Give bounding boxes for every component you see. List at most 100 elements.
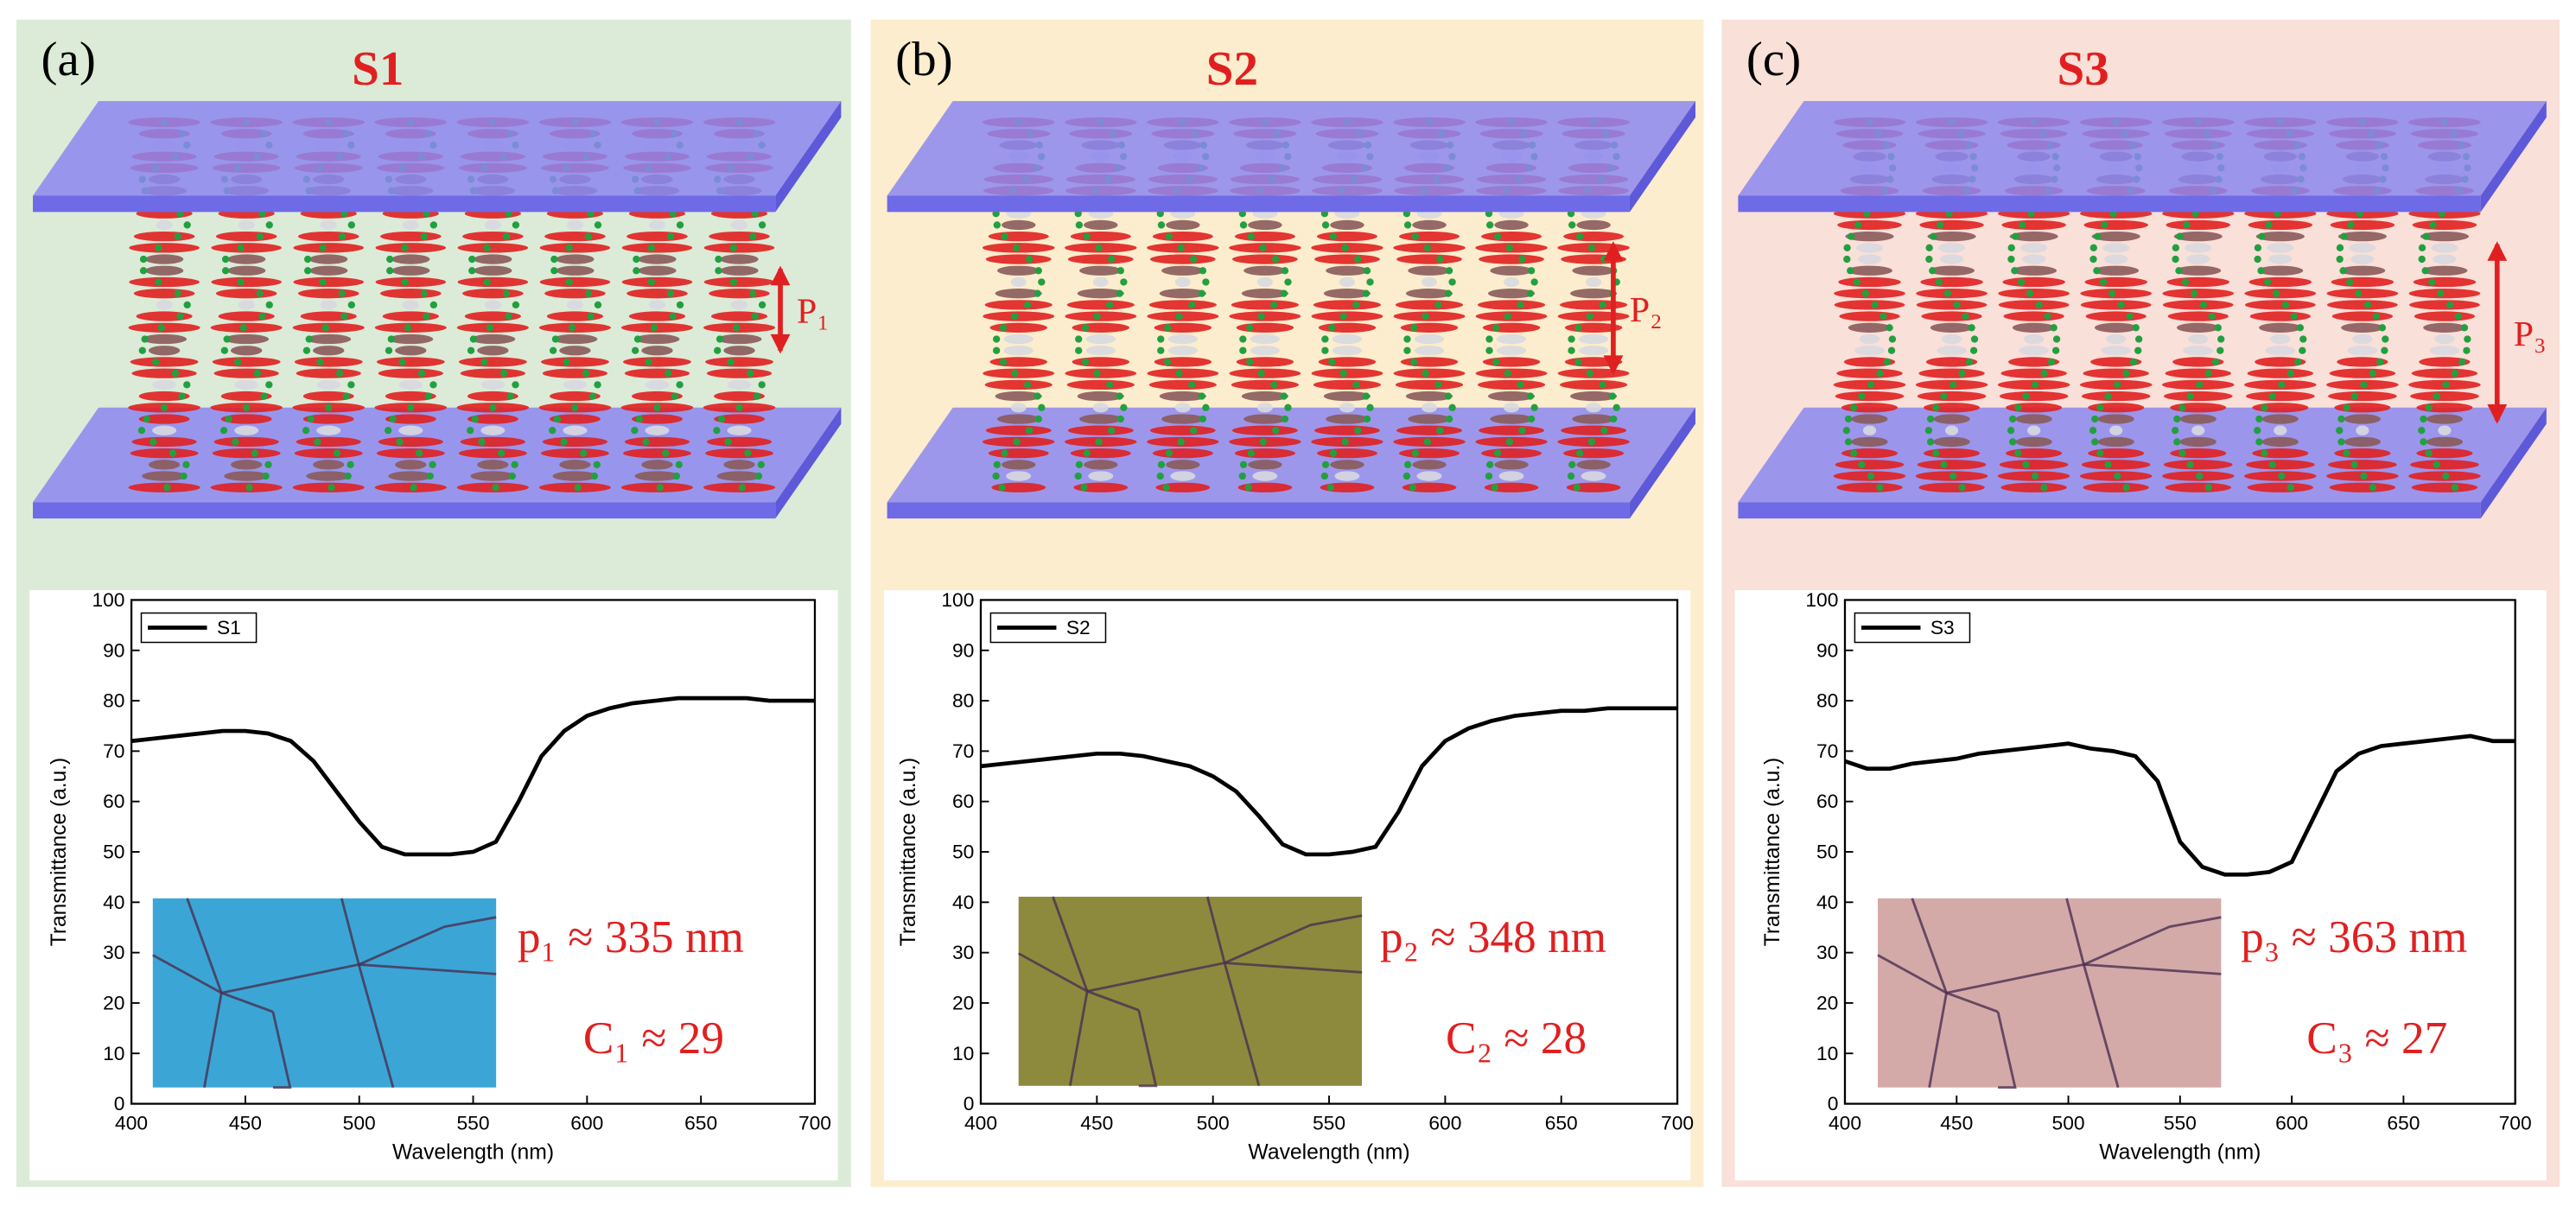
- lc-molecule: [1941, 333, 1962, 345]
- lc-molecule: [464, 311, 521, 321]
- lc-molecule: [2015, 436, 2052, 448]
- lc-molecule: [212, 357, 281, 367]
- helix-dot: [549, 346, 557, 354]
- substrate: [33, 101, 842, 196]
- panel-title: S2: [1206, 41, 1258, 96]
- helix-dot: [183, 221, 191, 229]
- helix-dot: [1034, 415, 1042, 423]
- helix-dot: [550, 255, 558, 264]
- lc-molecule: [402, 300, 420, 310]
- helix-dot: [2360, 381, 2368, 389]
- lc-molecule: [2020, 243, 2048, 253]
- lc-molecule: [709, 231, 770, 242]
- helix-dot: [1363, 267, 1371, 275]
- x-tick-label: 600: [1428, 1112, 1461, 1134]
- helix-dot: [1093, 369, 1101, 378]
- helix-dot: [1883, 358, 1892, 366]
- helix-dot: [2104, 392, 2112, 400]
- chart-bg: [29, 590, 838, 1181]
- y-tick-label: 10: [1816, 1042, 1838, 1064]
- lc-molecule: [1570, 391, 1618, 402]
- helix-dot: [2451, 484, 2459, 492]
- lc-molecule: [2101, 346, 2132, 356]
- lc-molecule: [1334, 471, 1360, 481]
- helix-dot: [676, 301, 684, 309]
- helix-dot: [1422, 369, 1429, 378]
- helix-dot: [2442, 381, 2450, 389]
- helix-dot: [139, 255, 148, 264]
- helix-dot: [1924, 427, 1933, 435]
- lc-molecule: [2329, 368, 2396, 378]
- lc-molecule: [458, 448, 527, 459]
- helix-dot: [2008, 438, 2017, 446]
- lc-molecule: [138, 414, 190, 424]
- helix-dot: [2114, 381, 2121, 389]
- helix-dot: [1163, 358, 1172, 366]
- lc-molecule: [559, 346, 591, 356]
- helix-dot: [1867, 381, 1875, 389]
- lc-molecule: [1077, 391, 1124, 402]
- helix-dot: [2369, 484, 2376, 492]
- helix-dot: [1025, 255, 1034, 264]
- lc-molecule: [2265, 346, 2296, 356]
- lc-molecule: [1490, 265, 1533, 276]
- helix-dot: [2017, 278, 2026, 286]
- helix-dot: [1257, 369, 1265, 378]
- lc-molecule: [2413, 276, 2477, 288]
- pitch-value: p₁ ≈ 335 nm: [518, 912, 744, 962]
- y-tick-label: 0: [1828, 1092, 1839, 1115]
- helix-dot: [319, 244, 327, 251]
- lc-molecule: [566, 300, 584, 310]
- lc-molecule: [212, 448, 281, 459]
- lc-molecule: [1161, 265, 1205, 276]
- lc-molecule: [2261, 414, 2299, 424]
- lc-molecule: [1311, 311, 1383, 321]
- lc-molecule: [2328, 460, 2397, 470]
- lc-molecule: [2255, 357, 2306, 367]
- helix-dot: [143, 415, 150, 423]
- lc-molecule: [1586, 403, 1602, 413]
- arrow-head: [2487, 241, 2508, 261]
- lc-molecule: [1243, 265, 1287, 276]
- substrate-side: [2480, 101, 2547, 213]
- lc-molecule: [1332, 333, 1363, 345]
- pitch-mark: P₃: [2514, 314, 2547, 354]
- lc-molecule: [1077, 289, 1124, 299]
- lc-molecule: [1166, 219, 1200, 231]
- helix-dot: [386, 267, 394, 275]
- helix-dot: [563, 358, 570, 366]
- helix-dot: [1485, 335, 1493, 343]
- lc-molecule: [544, 231, 606, 242]
- lc-molecule: [1475, 368, 1548, 378]
- helix-dot: [1175, 312, 1183, 321]
- lc-molecule: [556, 254, 595, 264]
- lc-molecule: [2177, 322, 2220, 333]
- helix-dot: [389, 415, 397, 423]
- x-tick-label: 400: [964, 1112, 997, 1134]
- lc-molecule: [296, 436, 361, 448]
- y-tick-label: 100: [941, 588, 974, 611]
- arrow-head: [2487, 404, 2508, 424]
- helix-dot: [1363, 415, 1371, 423]
- lc-molecule: [1560, 300, 1628, 310]
- y-tick-label: 20: [952, 992, 974, 1014]
- helix-dot: [2299, 335, 2307, 343]
- lc-molecule: [379, 231, 442, 242]
- helix-dot: [1886, 324, 1893, 332]
- helix-dot: [1937, 221, 1944, 229]
- lc-molecule: [2085, 311, 2147, 321]
- helix-dot: [328, 484, 335, 492]
- helix-dot: [1352, 381, 1360, 389]
- helix-dot: [2287, 369, 2294, 378]
- helix-dot: [2336, 244, 2344, 251]
- lc-molecule: [2002, 276, 2065, 288]
- helix-dot: [1411, 449, 1420, 457]
- y-axis-label: Transmittance (a.u.): [48, 758, 71, 946]
- helix-dot: [2418, 244, 2427, 251]
- lc-molecule: [391, 254, 430, 264]
- lc-molecule: [2015, 414, 2052, 424]
- lc-molecule: [144, 254, 184, 264]
- lc-molecule: [1857, 254, 1882, 264]
- lc-molecule: [703, 243, 775, 253]
- helix-dot: [1281, 267, 1289, 275]
